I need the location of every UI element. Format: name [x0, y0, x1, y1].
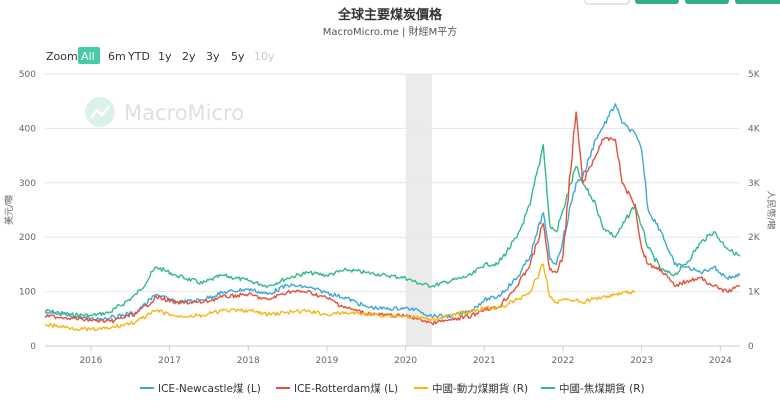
watermark-text: MacroMicro: [124, 101, 244, 125]
y-right-label: 人民幣/噸: [765, 190, 777, 229]
axes: 0 100 200 300 400 500 0 1K 2K 3K 4K 5K 2016 2017 2018 2…: [3, 70, 777, 366]
y-right-tick: 3K: [748, 179, 761, 189]
watermark: MacroMicro: [85, 97, 244, 127]
x-tick-label: 2021: [473, 356, 496, 366]
top-button-partial-1[interactable]: [584, 0, 630, 5]
x-tick-label: 2017: [158, 356, 181, 366]
y-right-tick: 4K: [748, 124, 761, 134]
x-tick-label: 2019: [315, 356, 338, 366]
zoom-button-3y[interactable]: 3y: [206, 50, 220, 63]
zoom-button-6m[interactable]: 6m: [108, 50, 126, 63]
legend: ICE-Newcastle煤 (L) ICE-Rotterdam煤 (L) 中國-動…: [140, 382, 645, 395]
zoom-label: Zoom: [46, 50, 78, 63]
x-tick-label: 2024: [709, 356, 732, 366]
series-line-3: [44, 144, 741, 318]
top-button-partial-3[interactable]: [685, 0, 729, 4]
x-tick-label: 2018: [237, 356, 260, 366]
y-right-tick: 2K: [748, 233, 761, 243]
top-button-partial-2[interactable]: [635, 0, 679, 4]
y-right-tick: 1K: [748, 288, 761, 298]
zoom-button-5y[interactable]: 5y: [231, 50, 245, 63]
top-button-partial-4[interactable]: [735, 0, 780, 4]
series-line-2: [44, 263, 636, 332]
y-left-tick: 200: [19, 233, 36, 243]
zoom-button-all[interactable]: All: [81, 50, 95, 63]
legend-label-3[interactable]: 中國-焦煤期貨 (R): [559, 382, 645, 395]
x-tick-label: 2020: [394, 356, 417, 366]
y-left-label: 美元/噸: [3, 195, 15, 225]
y-right-tick: 5K: [748, 70, 761, 80]
x-tick-label: 2022: [552, 356, 575, 366]
y-left-tick: 300: [19, 179, 36, 189]
chart-title: 全球主要煤炭價格: [337, 7, 443, 23]
zoom-button-1y[interactable]: 1y: [158, 50, 172, 63]
y-left-tick: 500: [19, 70, 36, 80]
y-left-tick: 400: [19, 124, 36, 134]
shaded-band: [405, 74, 432, 346]
zoom-button-10y[interactable]: 10y: [254, 50, 275, 63]
y-right-tick: 0: [748, 342, 754, 352]
legend-label-2[interactable]: 中國-動力煤期貨 (R): [432, 382, 528, 395]
zoom-buttons: All 6m YTD 1y 2y 3y 5y 10y: [78, 47, 275, 64]
x-tick-label: 2016: [79, 356, 102, 366]
legend-label-0[interactable]: ICE-Newcastle煤 (L): [158, 382, 261, 395]
x-tick-label: 2023: [630, 356, 653, 366]
series-layer: [44, 103, 741, 332]
y-left-tick: 100: [19, 288, 36, 298]
legend-label-1[interactable]: ICE-Rotterdam煤 (L): [294, 382, 398, 395]
chart-subtitle: MacroMicro.me | 財經M平方: [323, 25, 457, 38]
zoom-button-bg-all: [78, 47, 100, 64]
logo-chart-glyph: [90, 105, 110, 119]
zoom-button-2y[interactable]: 2y: [182, 50, 196, 63]
y-left-tick: 0: [30, 342, 36, 352]
zoom-button-ytd[interactable]: YTD: [127, 50, 150, 63]
series-line-1: [44, 111, 741, 326]
